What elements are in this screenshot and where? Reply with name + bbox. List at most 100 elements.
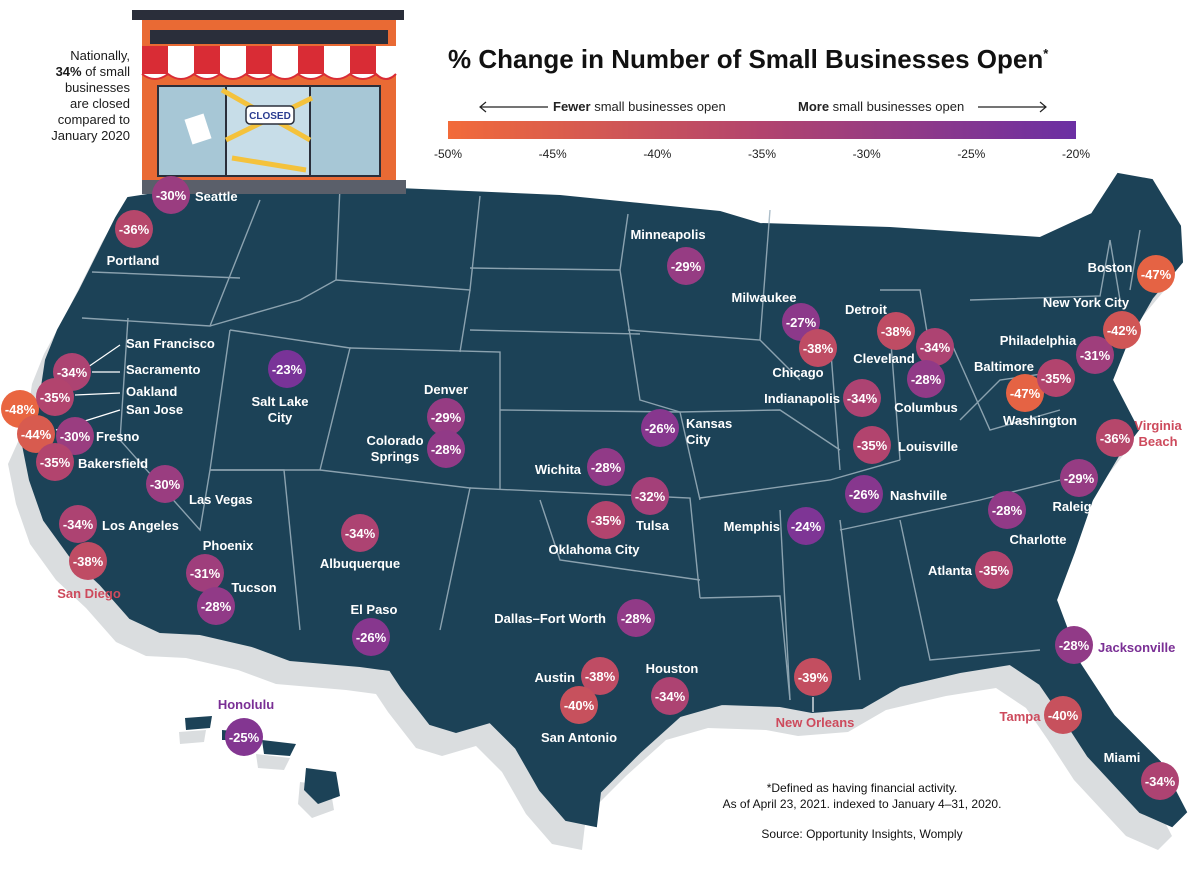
- value-label: -28%: [911, 372, 942, 387]
- city-name-label: New York City: [1043, 295, 1130, 310]
- value-label: -48%: [5, 402, 36, 417]
- value-bubble: [787, 507, 825, 545]
- value-label: -47%: [1010, 386, 1041, 401]
- value-bubble: [341, 514, 379, 552]
- city-new-york-city: -42% New York City: [1043, 295, 1141, 349]
- value-bubble: [975, 551, 1013, 589]
- city-name-label: Wichita: [535, 462, 582, 477]
- city-san-diego: -38% San Diego: [57, 542, 121, 601]
- city-memphis: -24% Memphis: [724, 507, 825, 545]
- value-label: -34%: [63, 517, 94, 532]
- value-bubble: [152, 176, 190, 214]
- legend-more-label: More small businesses open: [798, 99, 964, 114]
- arrow-left-icon: [479, 101, 548, 113]
- city-detroit: -38% Detroit: [845, 302, 915, 350]
- value-label: -30%: [150, 477, 181, 492]
- value-bubble: [1044, 696, 1082, 734]
- city-louisville: -35% Louisville: [853, 426, 958, 464]
- city-minneapolis: -29% Minneapolis: [630, 227, 706, 285]
- value-label: -27%: [786, 315, 817, 330]
- value-bubble: [587, 501, 625, 539]
- city-name-label: San Francisco: [126, 336, 215, 351]
- legend-tick-label: -30%: [853, 147, 881, 161]
- value-bubble: [69, 542, 107, 580]
- city-name-label: Chicago: [772, 365, 823, 380]
- city-dallas-fort-worth: -28% Dallas–Fort Worth: [494, 599, 655, 637]
- value-label: -34%: [345, 526, 376, 541]
- city-indianapolis: -34% Indianapolis: [764, 379, 881, 417]
- value-bubble: [560, 686, 598, 724]
- value-bubble: [651, 677, 689, 715]
- value-label: -23%: [272, 362, 303, 377]
- city-name-label: Honolulu: [218, 697, 274, 712]
- value-label: -34%: [920, 340, 951, 355]
- value-label: -32%: [635, 489, 666, 504]
- legend-fewer-label: Fewer small businesses open: [553, 99, 726, 114]
- city-phoenix: -31% Phoenix: [186, 538, 254, 592]
- city-name-label: Kansas City: [686, 416, 732, 447]
- city-name-label: Las Vegas: [189, 492, 253, 507]
- value-label: -35%: [40, 390, 71, 405]
- value-bubble: [667, 247, 705, 285]
- note-line-2: 34% of small: [56, 64, 131, 79]
- city-chicago: -38% Chicago: [772, 329, 837, 380]
- value-label: -30%: [60, 429, 91, 444]
- value-label: -42%: [1107, 323, 1138, 338]
- city-austin: -38% Austin: [535, 657, 619, 695]
- legend-color-ramp: [448, 121, 1076, 139]
- city-name-label: Indianapolis: [764, 391, 840, 406]
- value-label: -35%: [40, 455, 71, 470]
- city-name-label: Colorado Springs: [366, 433, 423, 464]
- value-bubble: [17, 415, 55, 453]
- value-bubble: [268, 350, 306, 388]
- value-bubble: [225, 718, 263, 756]
- value-bubble: [56, 417, 94, 455]
- city-cleveland: -34% Cleveland: [853, 328, 954, 366]
- city-fresno: -30% Fresno: [56, 417, 139, 455]
- city-name-label: Austin: [535, 670, 576, 685]
- city-name-label: Seattle: [195, 189, 238, 204]
- value-bubble: [186, 554, 224, 592]
- city-washington: -47% Washington: [1003, 374, 1077, 428]
- legend-tick-label: -50%: [434, 147, 462, 161]
- value-label: -35%: [1041, 371, 1072, 386]
- value-bubble: [1006, 374, 1044, 412]
- city-las-vegas: -30% Las Vegas: [146, 465, 253, 507]
- city-name-label: Tucson: [231, 580, 276, 595]
- city-denver: -29% Denver: [424, 382, 468, 436]
- city-name-label: Sacramento: [126, 362, 200, 377]
- city-virginia-beach: -36%Virginia Beach: [1096, 418, 1182, 457]
- city-name-label: Philadelphia: [1000, 333, 1077, 348]
- city-bakersfield: -35% Bakersfield: [36, 443, 148, 481]
- city-name-label: Milwaukee: [731, 290, 796, 305]
- city-name-label: Charlotte: [1009, 532, 1066, 547]
- city-jacksonville: -28% Jacksonville: [1055, 626, 1175, 664]
- value-bubble: [853, 426, 891, 464]
- city-name-label: Tulsa: [636, 518, 670, 533]
- city-name-label: Louisville: [898, 439, 958, 454]
- city-name-label: Baltimore: [974, 359, 1034, 374]
- city-name-label: Fresno: [96, 429, 139, 444]
- value-bubble: [587, 448, 625, 486]
- legend-tick-label: -35%: [748, 147, 776, 161]
- city-name-label: San Antonio: [541, 730, 617, 745]
- city-name-label: Columbus: [894, 400, 958, 415]
- awning: [141, 46, 397, 80]
- value-bubble: [988, 491, 1026, 529]
- value-label: -26%: [645, 421, 676, 436]
- value-label: -31%: [190, 566, 221, 581]
- footnote-definition: *Defined as having financial activity.: [767, 781, 958, 795]
- value-label: -28%: [591, 460, 622, 475]
- city-name-label: Salt Lake City: [251, 394, 308, 425]
- city-name-label: Los Angeles: [102, 518, 179, 533]
- closed-store-illustration: CLOSED: [132, 10, 406, 194]
- city-charlotte: -28% Charlotte: [988, 491, 1067, 547]
- value-bubble: [916, 328, 954, 366]
- city-atlanta: -35% Atlanta: [928, 551, 1013, 589]
- city-philadelphia: -31%Philadelphia: [1000, 333, 1114, 374]
- closed-sign: CLOSED: [245, 105, 295, 125]
- value-bubble: [427, 398, 465, 436]
- value-bubble: [843, 379, 881, 417]
- footnote-source: Source: Opportunity Insights, Womply: [761, 827, 962, 841]
- city-name-label: Miami: [1104, 750, 1141, 765]
